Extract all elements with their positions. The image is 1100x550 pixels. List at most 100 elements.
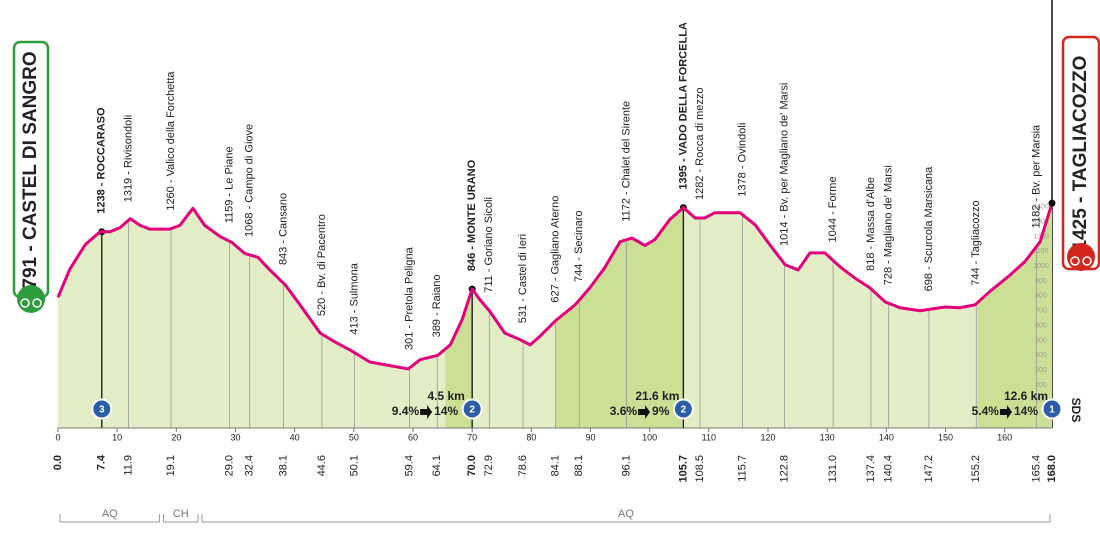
km-label: 19.1 (165, 455, 177, 476)
waypoint-label: 1395 - VADO DELLA FORCELLA (677, 22, 689, 190)
y-tick-label: 1100 (1033, 248, 1048, 255)
waypoint-label: 1319 - Rivisondoli (122, 115, 134, 202)
km-label: 96.1 (620, 455, 632, 476)
climb-zone (445, 289, 473, 428)
km-label: 140.4 (883, 455, 895, 483)
km-label: 155.2 (970, 455, 982, 483)
waypoint-label: 1014 - Bv. per Magliano de' Marsi (778, 83, 790, 246)
x-tick-label: 50 (349, 432, 359, 442)
km-label: 78.6 (517, 455, 529, 476)
start-label: 791 - CASTEL DI SANGRO (20, 51, 41, 288)
climb-zone (977, 203, 1052, 428)
waypoint-label: 1260 - Valico della Forchetta (165, 71, 177, 211)
km-label: 122.8 (778, 455, 790, 483)
climb-avg-grade: 5.4% (972, 404, 1000, 418)
climb-length: 4.5 km (427, 389, 464, 403)
climb-zone (555, 207, 684, 428)
km-label: 115.7 (736, 455, 748, 482)
start-icon-wheel (20, 298, 30, 308)
climb-avg-grade: 3.6% (610, 404, 638, 418)
x-tick-label: 60 (408, 432, 418, 442)
km-label: 131.0 (827, 455, 839, 483)
profile-line (56, 202, 1054, 371)
waypoint-label: 843 - Cansano (277, 193, 289, 265)
x-tick-label: 40 (290, 432, 300, 442)
y-tick-label: 300 (1035, 367, 1047, 374)
x-tick-label: 100 (642, 432, 657, 442)
climb-length: 21.6 km (635, 389, 679, 403)
y-tick-label: 500 (1035, 337, 1047, 344)
waypoint-label: 531 - Castel di Ieri (517, 234, 529, 323)
profile-area (58, 203, 1052, 428)
grade-arrow (638, 405, 651, 419)
kom-category: 3 (99, 405, 105, 416)
waypoint-label: 744 - Tagliacozzo (970, 200, 982, 285)
km-label: 84.1 (549, 455, 561, 476)
y-tick-label: 700 (1035, 308, 1047, 315)
climb-max-grade: 14% (434, 404, 458, 418)
waypoint-label: 818 - Massa d'Albe (865, 177, 877, 271)
km-label: 11.9 (122, 455, 134, 476)
region-label: AQ (102, 508, 118, 520)
waypoint-label: 413 - Sulmona (348, 262, 360, 334)
y-tick-label: 100 (1035, 397, 1047, 404)
region-label: CH (173, 508, 189, 520)
finish-icon-wheel (1070, 256, 1080, 266)
x-tick-label: 140 (879, 432, 894, 442)
climb-max-grade: 14% (1014, 404, 1038, 418)
finish-dot (1048, 199, 1056, 207)
km-label: 108.5 (694, 455, 706, 483)
x-tick-label: 20 (171, 432, 181, 442)
x-tick-label: 10 (112, 432, 122, 442)
waypoint-label: 1068 - Campo di Giove (244, 124, 256, 237)
grade-arrow (999, 405, 1012, 419)
waypoint-label: 627 - Gagliano Aterno (549, 196, 561, 303)
start-icon (17, 285, 45, 313)
waypoint-label: 301 - Pretola Peligna (403, 246, 415, 350)
y-tick-label: 400 (1035, 352, 1047, 359)
waypoint-label: 744 - Secinaro (573, 210, 585, 282)
km-label: 32.4 (244, 455, 256, 476)
km-label: 64.1 (431, 455, 443, 476)
km-label: 137.4 (865, 455, 877, 483)
y-tick-label: 1000 (1033, 263, 1049, 270)
km-label: 105.7 (677, 455, 689, 483)
km-label: 7.4 (96, 454, 108, 470)
km-label: 44.6 (316, 455, 328, 476)
km-label: 147.2 (923, 455, 935, 483)
km-label: 50.1 (348, 455, 360, 476)
logo: SDS (1069, 398, 1083, 423)
km-label: 70.0 (466, 455, 478, 476)
kom-badge (461, 398, 483, 420)
climb-avg-grade: 9.4% (392, 404, 420, 418)
x-tick-label: 130 (820, 432, 835, 442)
x-tick-label: 80 (526, 432, 536, 442)
km-label: 165.4 (1031, 455, 1043, 483)
km-label: 0.0 (52, 455, 64, 470)
finish-icon (1067, 243, 1095, 271)
y-tick-label: 1400 (1033, 204, 1049, 211)
x-tick-label: 150 (938, 432, 953, 442)
kom-badge (1041, 398, 1063, 420)
grade-arrow (420, 405, 433, 419)
waypoint-label: 1159 - Le Piane (223, 146, 235, 223)
kom-badge (672, 398, 694, 420)
y-tick-label: 1300 (1033, 219, 1049, 226)
x-tick-label: 30 (230, 432, 240, 442)
x-tick-label: 90 (585, 432, 595, 442)
start-icon-wheel (32, 298, 42, 308)
waypoint-label: 520 - Bv. di Pacentro (316, 214, 328, 316)
km-label: 72.9 (483, 455, 495, 476)
region-label: AQ (618, 508, 634, 520)
km-label: 29.0 (223, 455, 235, 476)
finish-label: 1425 - TAGLIACOZZO (1070, 56, 1091, 251)
waypoint-label: 1182 - Bv. per Marsia (1031, 124, 1043, 228)
finish-icon-wheel (1082, 256, 1092, 266)
x-tick-label: 160 (997, 432, 1012, 442)
x-tick-label: 0 (55, 432, 60, 442)
km-label: 38.1 (277, 455, 289, 476)
waypoint-label: 711 - Goriano Sicoli (483, 197, 495, 293)
waypoint-label: 728 - Magliano de' Marsi (883, 165, 895, 285)
x-tick-label: 70 (467, 432, 477, 442)
